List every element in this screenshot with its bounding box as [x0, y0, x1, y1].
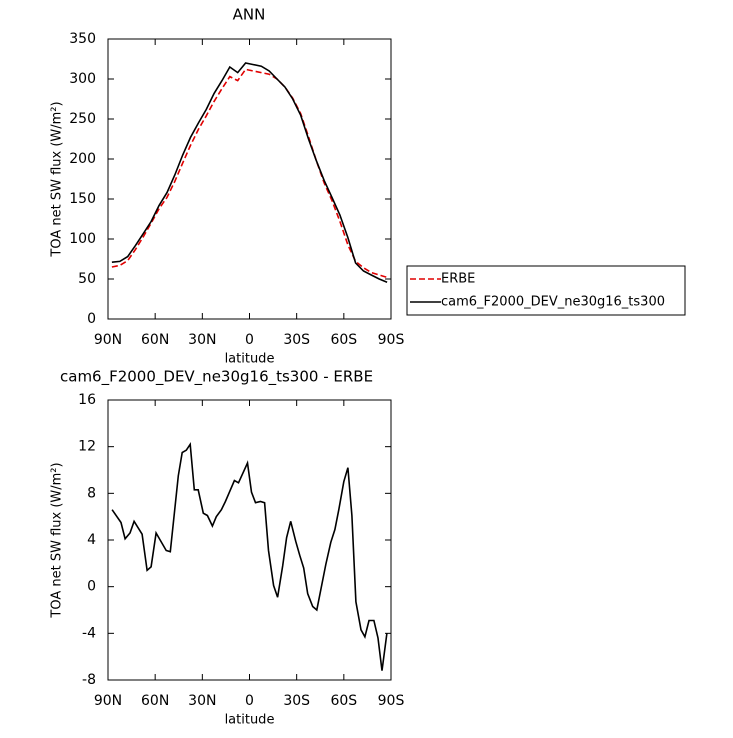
y-tick-label: 12 [78, 439, 96, 455]
y-axis-label: TOA net SW flux (W/m²) [50, 462, 65, 618]
x-tick-label: 90N [94, 693, 122, 709]
data-line [111, 62, 388, 283]
x-tick-label: 60S [330, 693, 357, 709]
y-tick-label: 100 [69, 231, 96, 247]
chart-title: ANN [233, 6, 266, 24]
x-tick-label: 90S [378, 332, 405, 348]
y-tick-label: 4 [87, 532, 96, 548]
x-tick-label: 90N [94, 332, 122, 348]
x-tick-label: 30N [188, 693, 216, 709]
x-tick-label: 60N [141, 693, 169, 709]
y-tick-label: 8 [87, 485, 96, 501]
x-tick-label: 60S [330, 332, 357, 348]
y-tick-label: 0 [87, 311, 96, 327]
x-axis-label: latitude [225, 713, 275, 728]
legend-label: ERBE [441, 272, 475, 287]
y-tick-label: 50 [78, 271, 96, 287]
y-tick-label: 0 [87, 579, 96, 595]
x-tick-label: 60N [141, 332, 169, 348]
plot-frame [107, 399, 392, 681]
x-tick-label: 30S [283, 332, 310, 348]
y-tick-label: -8 [82, 672, 96, 688]
x-tick-label: 0 [245, 332, 254, 348]
y-tick-label: 200 [69, 151, 96, 167]
x-tick-label: 0 [245, 693, 254, 709]
x-tick-label: 30S [283, 693, 310, 709]
x-axis-label: latitude [225, 352, 275, 367]
y-axis-label: TOA net SW flux (W/m²) [50, 101, 65, 257]
y-tick-label: 16 [78, 392, 96, 408]
x-tick-label: 90S [378, 693, 405, 709]
chart-title: cam6_F2000_DEV_ne30g16_ts300 - ERBE [60, 368, 373, 387]
y-tick-label: 300 [69, 71, 96, 87]
y-tick-label: 250 [69, 111, 96, 127]
data-line [111, 68, 388, 279]
y-tick-label: 150 [69, 191, 96, 207]
data-line [111, 441, 388, 671]
plot-frame [107, 38, 392, 320]
y-tick-label: 350 [69, 31, 96, 47]
y-tick-label: -4 [82, 625, 96, 641]
legend-box [406, 265, 686, 316]
legend-label: cam6_F2000_DEV_ne30g16_ts300 [441, 295, 665, 310]
x-tick-label: 30N [188, 332, 216, 348]
